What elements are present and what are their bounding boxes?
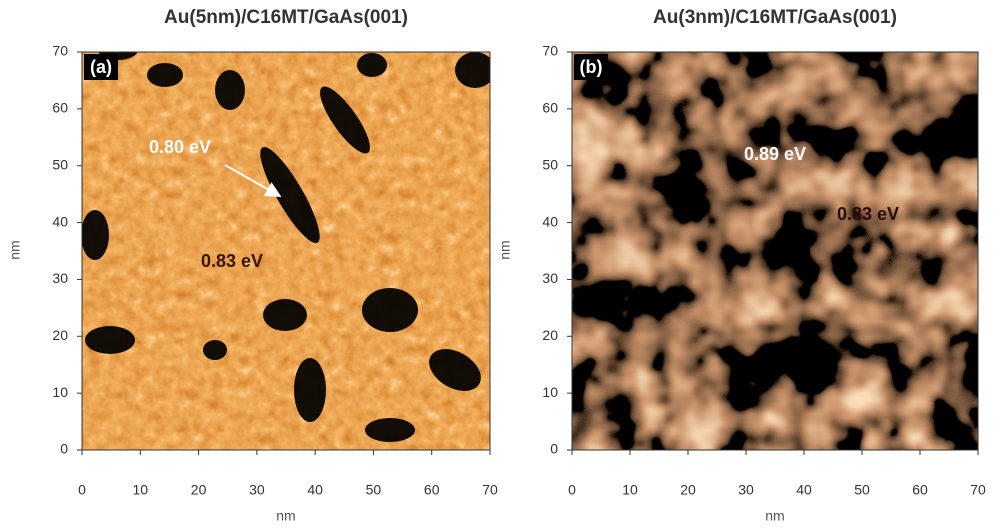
- panel-label-bg: [574, 54, 608, 80]
- panel-label-bg: [84, 54, 118, 80]
- annotation: 0.83 eV: [837, 204, 899, 224]
- x-tick-label: 0: [568, 482, 576, 498]
- y-axis-label: nm: [7, 240, 23, 259]
- panel-title: Au(5nm)/C16MT/GaAs(001): [164, 7, 408, 28]
- y-tick-label: 30: [542, 270, 558, 286]
- frame: [571, 51, 979, 451]
- x-tick-label: 50: [854, 482, 870, 498]
- y-tick-label: 20: [52, 327, 68, 343]
- y-tick-label: 10: [52, 384, 68, 400]
- x-tick-label: 20: [191, 482, 207, 498]
- x-tick-label: 10: [622, 482, 638, 498]
- y-tick-label: 10: [542, 384, 558, 400]
- frame: [81, 51, 491, 451]
- x-tick-label: 50: [366, 482, 382, 498]
- y-tick-label: 60: [542, 100, 558, 116]
- x-tick-label: 70: [482, 482, 498, 498]
- y-tick-label: 0: [60, 441, 68, 457]
- y-tick-label: 60: [52, 100, 68, 116]
- annotation: 0.89 eV: [744, 144, 806, 164]
- arrow: [224, 164, 282, 197]
- x-tick-label: 70: [970, 482, 986, 498]
- panel-label: (b): [580, 57, 603, 77]
- y-tick-label: 40: [542, 213, 558, 229]
- image-b: [572, 52, 978, 450]
- x-tick-label: 40: [796, 482, 812, 498]
- x-tick-label: 40: [307, 482, 323, 498]
- y-tick-label: 50: [52, 156, 68, 172]
- x-tick-label: 60: [912, 482, 928, 498]
- y-tick-label: 30: [52, 270, 68, 286]
- x-tick-label: 0: [78, 482, 86, 498]
- x-axis-label: nm: [765, 508, 784, 524]
- annotation: 0.83 eV: [201, 251, 263, 271]
- y-tick-label: 70: [52, 43, 68, 59]
- annotation: 0.80 eV: [149, 137, 211, 157]
- x-tick-label: 10: [132, 482, 148, 498]
- y-axis-label: nm: [497, 240, 513, 259]
- x-tick-label: 30: [249, 482, 265, 498]
- y-tick-label: 40: [52, 213, 68, 229]
- y-tick-label: 20: [542, 327, 558, 343]
- y-tick-label: 0: [550, 441, 558, 457]
- panel-title: Au(3nm)/C16MT/GaAs(001): [653, 7, 897, 28]
- x-tick-label: 60: [424, 482, 440, 498]
- y-tick-label: 70: [542, 43, 558, 59]
- x-tick-label: 20: [680, 482, 696, 498]
- y-tick-label: 50: [542, 156, 558, 172]
- x-tick-label: 30: [738, 482, 754, 498]
- panel-label: (a): [90, 57, 112, 77]
- x-axis-label: nm: [276, 508, 295, 524]
- image-a: [82, 52, 490, 450]
